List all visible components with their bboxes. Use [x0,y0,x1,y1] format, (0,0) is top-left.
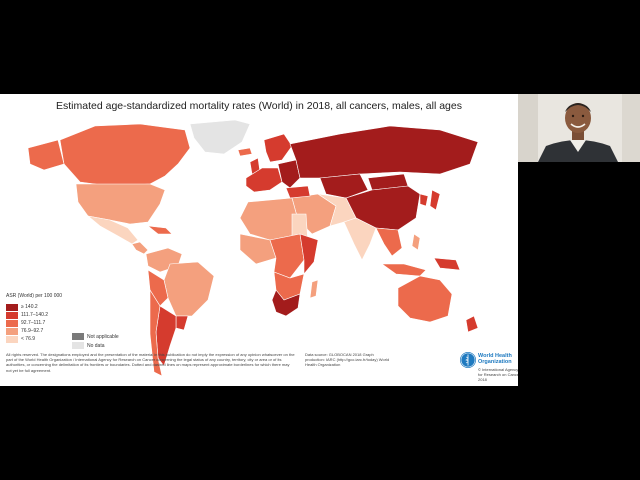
legend-item: 111.7–140.2 [6,311,62,319]
region-peru-bolivia [147,269,169,307]
region-madagascar [309,279,319,299]
legend-title: ASR (World) per 100 000 [6,293,63,299]
region-usa [75,183,166,225]
legend-swatch [6,303,18,311]
map-title: Estimated age-standardized mortality rat… [56,100,462,112]
region-west-africa [239,233,277,265]
legend-swatch [6,327,18,335]
region-philippines [411,233,421,251]
who-name: World Health Organization [478,353,512,365]
region-canada [59,123,191,187]
legend-swatch [6,319,18,327]
legend-item: Not applicable [72,332,119,341]
region-central-asia [319,173,369,199]
region-indonesia [381,263,427,277]
legend-swatch [72,333,84,340]
region-papua-new-guinea [433,257,461,271]
legend-label: 76.9–92.7 [21,328,44,334]
legend-item: No data [72,341,119,350]
region-new-zealand [465,315,479,333]
region-mexico [86,215,139,245]
region-alaska [27,139,65,171]
region-greenland [189,119,251,155]
legend-label: 111.7–140.2 [21,312,49,318]
legend-label: No data [87,342,105,349]
region-caribbean [147,225,173,235]
region-central-america [131,241,149,255]
map-legend-extra: Not applicable No data [72,332,119,350]
region-east-africa [299,233,319,275]
legend-item: ≥ 140.2 [6,303,62,311]
region-southeast-asia [375,227,403,257]
region-uruguay [175,315,189,331]
legend-swatch [72,342,84,349]
region-north-africa [239,197,301,241]
presentation-slide: Estimated age-standardized mortality rat… [0,94,518,386]
legend-item: < 76.9 [6,335,62,343]
legend-swatch [6,311,18,319]
data-source-text: Data source: GLOBOCAN 2018 Graph product… [305,352,390,368]
region-korea [419,193,429,207]
region-japan [429,189,441,211]
legend-label: Not applicable [87,333,119,340]
legend-label: 92.7–111.7 [21,320,46,326]
who-emblem-icon [460,352,476,368]
region-central-africa [269,233,305,279]
region-western-europe [245,167,283,193]
legend-item: 92.7–111.7 [6,319,62,327]
legend-item: 76.9–92.7 [6,327,62,335]
region-south-africa [271,289,301,317]
region-turkey [285,185,311,199]
region-india [343,217,377,261]
region-iceland [237,147,253,157]
region-australia [397,275,453,323]
legend-label: < 76.9 [21,336,36,342]
region-russia [289,125,479,179]
disclaimer-text: All rights reserved. The designations em… [6,352,295,373]
region-scandinavia [263,133,293,163]
legend-label: ≥ 140.2 [21,304,38,310]
region-chile [149,288,163,377]
webcam-feed [518,94,640,162]
world-map [27,119,479,377]
region-brazil [163,261,215,317]
legend-swatch [6,335,18,343]
presenter-video-image [518,94,640,162]
iarc-credit: © International Agency for Research on C… [478,367,518,382]
region-eastern-europe [277,159,301,189]
map-legend: ASR (World) per 100 000 ≥ 140.2 111.7–14… [6,293,62,343]
